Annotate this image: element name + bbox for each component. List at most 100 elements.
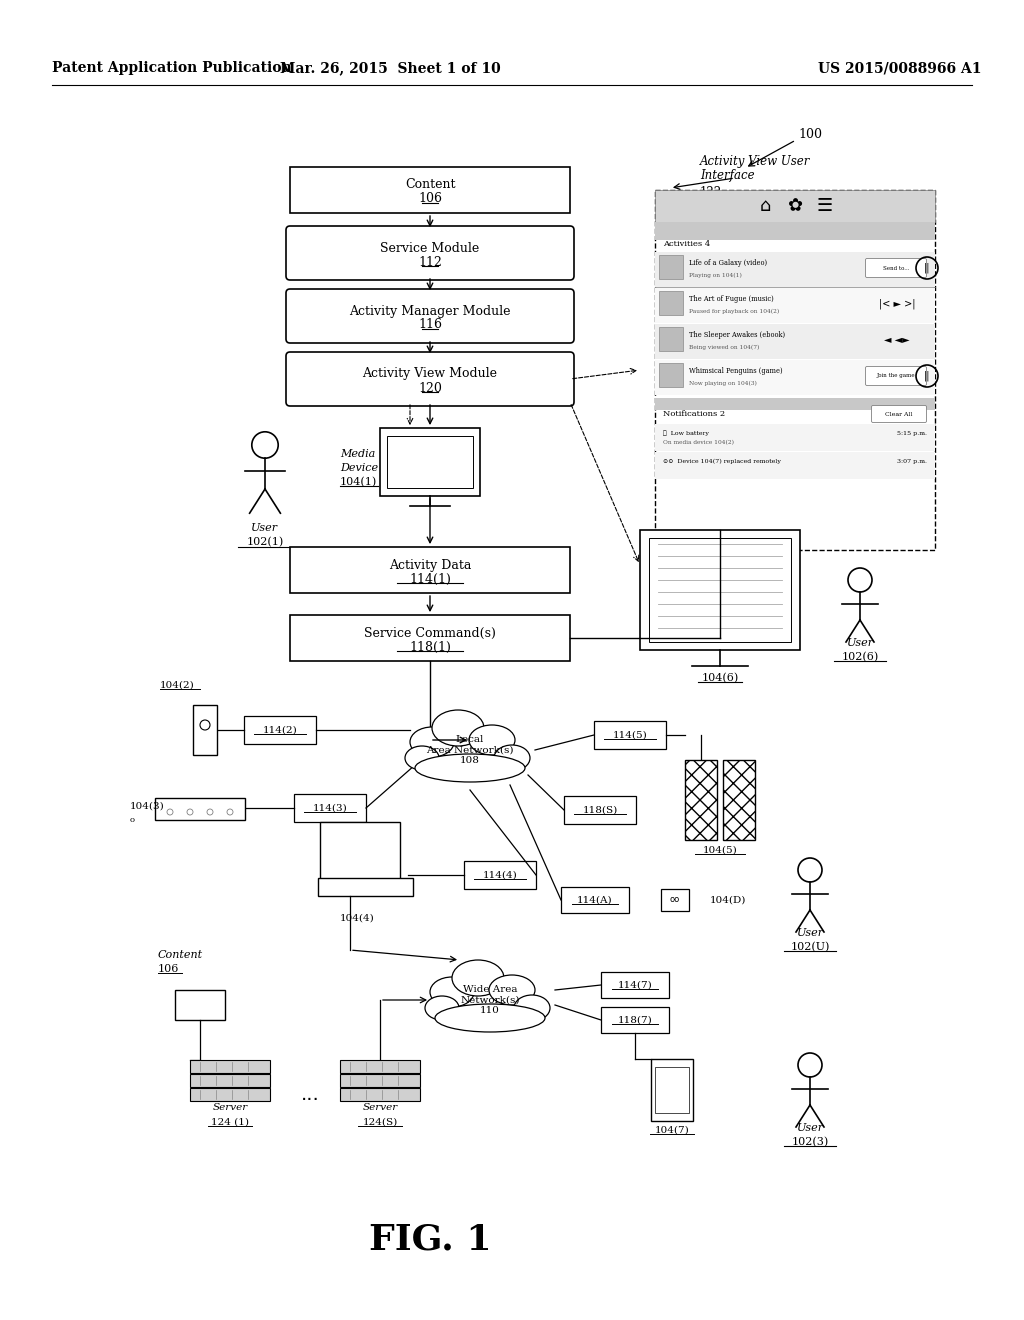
Bar xyxy=(655,190,935,222)
Text: Now playing on 104(3): Now playing on 104(3) xyxy=(689,380,757,385)
Text: 100: 100 xyxy=(798,128,822,141)
Text: ...: ... xyxy=(301,1085,319,1105)
Bar xyxy=(655,222,935,240)
Bar xyxy=(190,1074,270,1086)
Bar xyxy=(655,288,935,323)
Text: User: User xyxy=(847,638,873,648)
Text: Content: Content xyxy=(158,950,203,960)
Text: Interface: Interface xyxy=(700,169,755,182)
Text: 102(1): 102(1) xyxy=(247,537,284,548)
Bar xyxy=(290,615,570,661)
Text: 124(S): 124(S) xyxy=(362,1118,397,1126)
Bar xyxy=(685,760,717,840)
Bar xyxy=(340,1074,420,1086)
Text: The Art of Fugue (music): The Art of Fugue (music) xyxy=(689,294,774,304)
Ellipse shape xyxy=(425,997,459,1020)
Text: 122: 122 xyxy=(700,186,722,199)
FancyBboxPatch shape xyxy=(865,259,927,277)
Text: 104(2): 104(2) xyxy=(160,681,195,689)
Ellipse shape xyxy=(452,960,504,997)
Text: The Sleeper Awakes (ebook): The Sleeper Awakes (ebook) xyxy=(689,331,785,339)
Bar xyxy=(155,799,245,820)
Ellipse shape xyxy=(489,975,535,1005)
Text: Paused for playback on 104(2): Paused for playback on 104(2) xyxy=(689,309,779,314)
Text: Notifications 2: Notifications 2 xyxy=(663,411,725,418)
Text: Activity View User: Activity View User xyxy=(700,156,810,169)
Text: Patent Application Publication: Patent Application Publication xyxy=(52,61,292,75)
Bar xyxy=(601,1007,669,1034)
Bar xyxy=(340,1088,420,1101)
Bar xyxy=(659,363,683,387)
Text: Send to...: Send to... xyxy=(883,265,909,271)
Bar xyxy=(319,822,400,882)
Text: ☰: ☰ xyxy=(817,197,834,215)
Text: 112: 112 xyxy=(418,256,442,268)
Bar xyxy=(655,399,935,411)
Text: User: User xyxy=(252,523,279,533)
Text: Whimsical Penguins (game): Whimsical Penguins (game) xyxy=(689,367,782,375)
Text: 102(3): 102(3) xyxy=(792,1137,828,1147)
Text: 102(6): 102(6) xyxy=(842,652,879,663)
Text: US 2015/0088966 A1: US 2015/0088966 A1 xyxy=(818,61,982,75)
Text: Service Module: Service Module xyxy=(380,242,479,255)
FancyBboxPatch shape xyxy=(286,352,574,407)
Text: 114(2): 114(2) xyxy=(262,726,297,734)
Bar xyxy=(464,861,536,888)
Text: Mar. 26, 2015  Sheet 1 of 10: Mar. 26, 2015 Sheet 1 of 10 xyxy=(280,61,501,75)
Text: User: User xyxy=(797,928,823,939)
Text: 104(7): 104(7) xyxy=(654,1126,689,1134)
Bar xyxy=(594,721,666,748)
Text: |< ► >|: |< ► >| xyxy=(879,298,915,309)
Text: 118(S): 118(S) xyxy=(583,805,617,814)
Text: ⓘ  Low battery: ⓘ Low battery xyxy=(663,430,709,436)
Bar xyxy=(190,1088,270,1101)
Bar xyxy=(659,255,683,279)
Ellipse shape xyxy=(415,754,525,781)
Text: Server: Server xyxy=(212,1104,248,1113)
FancyBboxPatch shape xyxy=(865,367,927,385)
Bar xyxy=(294,795,366,822)
Ellipse shape xyxy=(494,744,530,771)
Bar xyxy=(659,290,683,315)
Ellipse shape xyxy=(435,1005,545,1032)
Text: ⌂: ⌂ xyxy=(760,197,771,215)
Bar xyxy=(193,705,217,755)
Text: User: User xyxy=(797,1123,823,1133)
FancyBboxPatch shape xyxy=(286,289,574,343)
Text: ✿: ✿ xyxy=(787,197,803,215)
Text: Activities 4: Activities 4 xyxy=(663,240,711,248)
Text: 104(1): 104(1) xyxy=(340,477,377,487)
Bar xyxy=(723,760,755,840)
Text: 118(7): 118(7) xyxy=(617,1015,652,1024)
Bar xyxy=(640,531,800,649)
FancyBboxPatch shape xyxy=(871,405,927,422)
Text: Activity Data: Activity Data xyxy=(389,558,471,572)
Text: 116: 116 xyxy=(418,318,442,331)
Bar xyxy=(190,1060,270,1073)
Text: On media device 104(2): On media device 104(2) xyxy=(663,441,734,446)
Text: ||: || xyxy=(924,371,930,381)
Text: 114(A): 114(A) xyxy=(578,895,612,904)
Text: Media: Media xyxy=(340,449,375,459)
Text: 106: 106 xyxy=(418,193,442,206)
Bar xyxy=(655,451,935,479)
Bar xyxy=(290,546,570,593)
Bar xyxy=(651,1059,693,1121)
Text: ||: || xyxy=(924,263,930,273)
Text: Service Command(s): Service Command(s) xyxy=(365,627,496,639)
Text: 106: 106 xyxy=(158,964,179,974)
Text: 120: 120 xyxy=(418,381,442,395)
Bar xyxy=(655,323,935,359)
Text: Wide Area
Network(s)
110: Wide Area Network(s) 110 xyxy=(460,985,520,1015)
Ellipse shape xyxy=(410,727,454,756)
Text: ◄ ◄►: ◄ ◄► xyxy=(884,335,909,345)
Bar xyxy=(564,796,636,824)
Text: 104(D): 104(D) xyxy=(710,895,746,904)
Text: 124 (1): 124 (1) xyxy=(211,1118,249,1126)
Text: 5:15 p.m.: 5:15 p.m. xyxy=(897,430,927,436)
Text: 114(4): 114(4) xyxy=(482,870,517,879)
Ellipse shape xyxy=(432,710,484,746)
Text: Content: Content xyxy=(404,178,456,191)
Bar xyxy=(655,190,935,550)
Text: Join the game: Join the game xyxy=(877,374,915,379)
